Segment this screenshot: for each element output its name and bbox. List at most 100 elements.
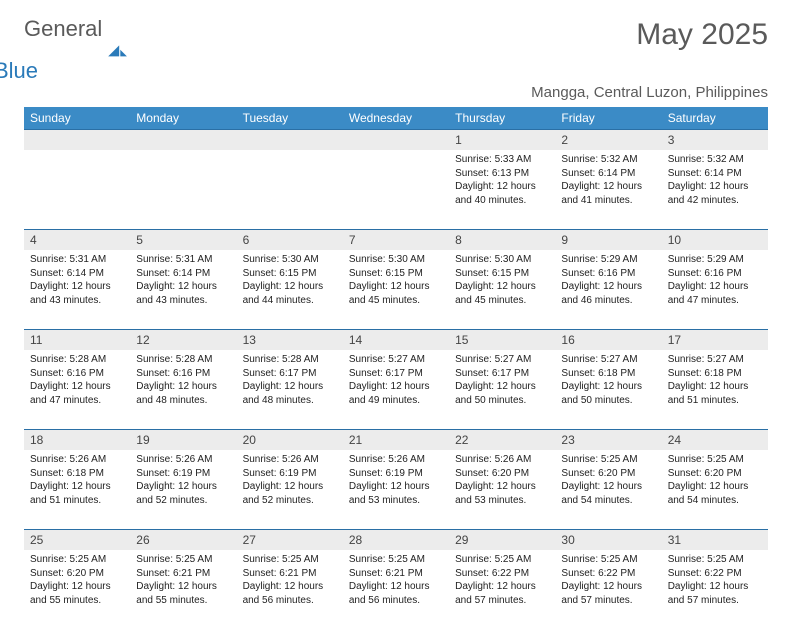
day-cell: Sunrise: 5:25 AMSunset: 6:21 PMDaylight:… bbox=[343, 550, 449, 629]
brand-triangle-icon bbox=[106, 41, 128, 63]
day-cell: Sunrise: 5:25 AMSunset: 6:21 PMDaylight:… bbox=[237, 550, 343, 629]
detail-row: Sunrise: 5:25 AMSunset: 6:20 PMDaylight:… bbox=[24, 550, 768, 629]
sunrise-line: Sunrise: 5:25 AM bbox=[243, 553, 337, 567]
daylight-line: Daylight: 12 hours and 53 minutes. bbox=[455, 480, 549, 507]
daynum-row: 25262728293031 bbox=[24, 530, 768, 551]
daylight-line: Daylight: 12 hours and 56 minutes. bbox=[243, 580, 337, 607]
daylight-line: Daylight: 12 hours and 40 minutes. bbox=[455, 180, 549, 207]
sunset-line: Sunset: 6:18 PM bbox=[30, 467, 124, 481]
daylight-line: Daylight: 12 hours and 47 minutes. bbox=[30, 380, 124, 407]
sunset-line: Sunset: 6:21 PM bbox=[136, 567, 230, 581]
day-number: 2 bbox=[555, 130, 661, 151]
day-cell: Sunrise: 5:27 AMSunset: 6:17 PMDaylight:… bbox=[343, 350, 449, 430]
day-number bbox=[130, 130, 236, 151]
sunrise-line: Sunrise: 5:27 AM bbox=[455, 353, 549, 367]
day-cell: Sunrise: 5:26 AMSunset: 6:19 PMDaylight:… bbox=[237, 450, 343, 530]
day-cell bbox=[130, 150, 236, 230]
weekday-header: Friday bbox=[555, 107, 661, 130]
sunset-line: Sunset: 6:18 PM bbox=[561, 367, 655, 381]
header: General Blue May 2025 bbox=[24, 18, 768, 82]
day-number: 31 bbox=[662, 530, 768, 551]
daylight-line: Daylight: 12 hours and 57 minutes. bbox=[668, 580, 762, 607]
sunset-line: Sunset: 6:20 PM bbox=[668, 467, 762, 481]
detail-row: Sunrise: 5:28 AMSunset: 6:16 PMDaylight:… bbox=[24, 350, 768, 430]
day-cell: Sunrise: 5:30 AMSunset: 6:15 PMDaylight:… bbox=[237, 250, 343, 330]
detail-row: Sunrise: 5:26 AM Sunset: 6:18 PM Daylight:… bbox=[24, 450, 768, 530]
detail-row: Sunrise: 5:33 AMSunset: 6:13 PMDaylight:… bbox=[24, 150, 768, 230]
day-number: 10 bbox=[662, 230, 768, 251]
day-cell: Sunrise: 5:31 AMSunset: 6:14 PMDaylight:… bbox=[24, 250, 130, 330]
daylight-line: Daylight: 12 hours and 43 minutes. bbox=[136, 280, 230, 307]
sunrise-line: Sunrise: 5:25 AM bbox=[30, 553, 124, 567]
sunrise-line: Sunrise: 5:32 AM bbox=[561, 153, 655, 167]
day-number: 28 bbox=[343, 530, 449, 551]
day-number: 29 bbox=[449, 530, 555, 551]
sunset-line: Sunset: 6:21 PM bbox=[243, 567, 337, 581]
daylight-line: Daylight: 12 hours and 56 minutes. bbox=[349, 580, 443, 607]
sunset-line: Sunset: 6:22 PM bbox=[561, 567, 655, 581]
sunrise-line: Sunrise: 5:30 AM bbox=[455, 253, 549, 267]
day-cell bbox=[343, 150, 449, 230]
sunset-line: Sunset: 6:16 PM bbox=[668, 267, 762, 281]
sunrise-line: Sunrise: 5:25 AM bbox=[561, 553, 655, 567]
daylight-line: Daylight: 12 hours and 54 minutes. bbox=[668, 480, 762, 507]
sunset-line: Sunset: 6:18 PM bbox=[668, 367, 762, 381]
sunrise-line: Sunrise: 5:30 AM bbox=[243, 253, 337, 267]
day-cell bbox=[24, 150, 130, 230]
brand-word2: Blue bbox=[0, 60, 102, 82]
day-cell: Sunrise: 5:29 AMSunset: 6:16 PMDaylight:… bbox=[555, 250, 661, 330]
day-cell: Sunrise: 5:25 AMSunset: 6:22 PMDaylight:… bbox=[449, 550, 555, 629]
daylight-line: Daylight: 12 hours and 45 minutes. bbox=[349, 280, 443, 307]
calendar-table: Sunday Monday Tuesday Wednesday Thursday… bbox=[24, 107, 768, 629]
daylight-line: Daylight: 12 hours and 46 minutes. bbox=[561, 280, 655, 307]
day-cell: Sunrise: 5:25 AMSunset: 6:22 PMDaylight:… bbox=[662, 550, 768, 629]
day-cell: Sunrise: 5:25 AMSunset: 6:21 PMDaylight:… bbox=[130, 550, 236, 629]
day-number: 6 bbox=[237, 230, 343, 251]
day-cell: Sunrise: 5:25 AMSunset: 6:22 PMDaylight:… bbox=[555, 550, 661, 629]
daylight-line: Daylight: 12 hours and 51 minutes. bbox=[668, 380, 762, 407]
sunset-line: Sunset: 6:14 PM bbox=[136, 267, 230, 281]
day-number: 25 bbox=[24, 530, 130, 551]
day-number: 22 bbox=[449, 430, 555, 451]
day-number: 13 bbox=[237, 330, 343, 351]
day-cell: Sunrise: 5:26 AMSunset: 6:18 PMDaylight:… bbox=[24, 450, 130, 530]
sunrise-line: Sunrise: 5:32 AM bbox=[668, 153, 762, 167]
day-number: 30 bbox=[555, 530, 661, 551]
daynum-row: 11121314151617 bbox=[24, 330, 768, 351]
day-number bbox=[343, 130, 449, 151]
daylight-line: Daylight: 12 hours and 42 minutes. bbox=[668, 180, 762, 207]
daylight-line: Daylight: 12 hours and 43 minutes. bbox=[30, 280, 124, 307]
day-number: 15 bbox=[449, 330, 555, 351]
sunset-line: Sunset: 6:17 PM bbox=[349, 367, 443, 381]
day-number: 23 bbox=[555, 430, 661, 451]
sunrise-line: Sunrise: 5:29 AM bbox=[561, 253, 655, 267]
day-cell: Sunrise: 5:26 AMSunset: 6:20 PMDaylight:… bbox=[449, 450, 555, 530]
day-number: 16 bbox=[555, 330, 661, 351]
day-number: 12 bbox=[130, 330, 236, 351]
day-cell: Sunrise: 5:30 AMSunset: 6:15 PMDaylight:… bbox=[343, 250, 449, 330]
daylight-line: Daylight: 12 hours and 52 minutes. bbox=[136, 480, 230, 507]
sunrise-line: Sunrise: 5:27 AM bbox=[561, 353, 655, 367]
daylight-line: Daylight: 12 hours and 53 minutes. bbox=[349, 480, 443, 507]
day-number: 14 bbox=[343, 330, 449, 351]
weekday-header: Saturday bbox=[662, 107, 768, 130]
day-number: 5 bbox=[130, 230, 236, 251]
day-number: 9 bbox=[555, 230, 661, 251]
sunset-line: Sunset: 6:20 PM bbox=[455, 467, 549, 481]
day-number: 4 bbox=[24, 230, 130, 251]
daylight-line: Daylight: 12 hours and 57 minutes. bbox=[455, 580, 549, 607]
sunrise-line: Sunrise: 5:25 AM bbox=[136, 553, 230, 567]
day-cell: Sunrise: 5:27 AMSunset: 6:17 PMDaylight:… bbox=[449, 350, 555, 430]
day-cell: Sunrise: 5:32 AMSunset: 6:14 PMDaylight:… bbox=[555, 150, 661, 230]
sunset-line: Sunset: 6:22 PM bbox=[455, 567, 549, 581]
sunrise-line: Sunrise: 5:31 AM bbox=[136, 253, 230, 267]
sunset-line: Sunset: 6:14 PM bbox=[30, 267, 124, 281]
sunset-line: Sunset: 6:17 PM bbox=[243, 367, 337, 381]
day-number: 19 bbox=[130, 430, 236, 451]
day-cell: Sunrise: 5:28 AMSunset: 6:17 PMDaylight:… bbox=[237, 350, 343, 430]
sunrise-line: Sunrise: 5:26 AM bbox=[243, 453, 337, 467]
day-cell: Sunrise: 5:27 AMSunset: 6:18 PMDaylight:… bbox=[555, 350, 661, 430]
daynum-row: 45678910 bbox=[24, 230, 768, 251]
day-number: 27 bbox=[237, 530, 343, 551]
day-cell: Sunrise: 5:25 AMSunset: 6:20 PMDaylight:… bbox=[662, 450, 768, 530]
